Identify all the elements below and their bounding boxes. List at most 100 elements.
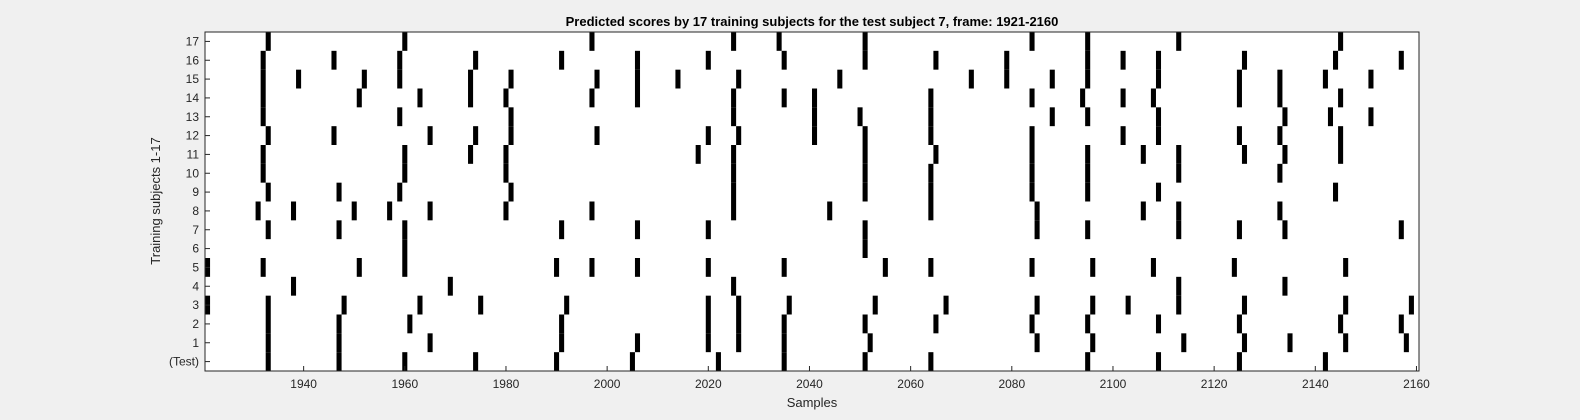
heatmap-cell	[1282, 220, 1288, 240]
heatmap-cell	[862, 352, 868, 371]
heatmap-cell	[1398, 220, 1404, 240]
heatmap-cell	[1398, 50, 1404, 70]
heatmap-cell	[1090, 258, 1096, 277]
heatmap-cell	[265, 220, 271, 240]
y-tick-label: (Test)	[169, 355, 199, 369]
heatmap-cell	[589, 88, 595, 108]
heatmap-cell	[781, 352, 787, 371]
heatmap-cell	[589, 258, 595, 277]
heatmap-cell	[731, 276, 737, 296]
heatmap-cell	[1241, 50, 1248, 70]
heatmap-cell	[260, 163, 266, 183]
heatmap-cell	[1287, 333, 1293, 353]
heatmap-cell	[1155, 314, 1162, 334]
y-tick-label: 6	[192, 242, 199, 256]
heatmap-cell	[1090, 333, 1096, 353]
heatmap-cell	[296, 69, 302, 89]
heatmap-cell	[862, 239, 868, 258]
heatmap-cell	[1085, 314, 1091, 334]
y-tick-label: 12	[186, 129, 200, 143]
heatmap-cell	[928, 88, 934, 108]
mark-layer	[205, 32, 1414, 371]
heatmap-cell	[1322, 352, 1328, 371]
heatmap-cell	[1368, 69, 1374, 89]
y-tick-label: 3	[192, 298, 199, 312]
heatmap-cell	[1236, 352, 1242, 371]
heatmap-cell	[731, 163, 737, 183]
heatmap-cell	[1029, 314, 1035, 334]
heatmap-cell	[473, 50, 479, 70]
heatmap-cell	[351, 201, 357, 221]
heatmap-cell	[356, 88, 362, 108]
x-tick-label: 1960	[391, 377, 418, 391]
heatmap-cell	[1085, 220, 1091, 240]
heatmap-cell	[1155, 126, 1162, 145]
plot-frame	[204, 31, 1420, 372]
heatmap-cell	[1049, 107, 1055, 127]
heatmap-cell	[336, 182, 342, 202]
heatmap-cell	[1176, 276, 1182, 296]
x-tick-label: 1980	[493, 377, 520, 391]
heatmap-cell	[503, 201, 509, 221]
heatmap-cell	[715, 352, 721, 371]
heatmap-cell	[1120, 88, 1126, 108]
heatmap-cell	[1004, 50, 1010, 70]
heatmap-cell	[781, 258, 787, 277]
heatmap-cell	[786, 295, 792, 315]
heatmap-cell	[1282, 107, 1288, 127]
heatmap-cell	[862, 145, 868, 164]
y-tick-label: 11	[187, 147, 200, 161]
y-tick-label: 14	[186, 91, 200, 105]
heatmap-cell	[265, 32, 271, 51]
y-tick-label: 5	[192, 260, 199, 274]
heatmap-cell	[634, 88, 641, 108]
heatmap-cell	[508, 107, 514, 127]
heatmap-cell	[1338, 88, 1344, 108]
heatmap-cell	[933, 145, 939, 164]
y-tick-label: 8	[192, 204, 199, 218]
heatmap-cell	[872, 295, 878, 315]
heatmap-cell	[336, 220, 342, 240]
heatmap-cell	[1085, 163, 1091, 183]
heatmap-cell	[336, 352, 342, 371]
heatmap-cell	[1150, 88, 1156, 108]
heatmap-cell	[1085, 352, 1091, 371]
heatmap-cell	[736, 314, 742, 334]
heatmap-cell	[589, 201, 595, 221]
heatmap-cell	[1085, 182, 1091, 202]
heatmap-cell	[1327, 107, 1334, 127]
heatmap-cell	[933, 50, 939, 70]
heatmap-cell	[356, 258, 362, 277]
heatmap-cell	[260, 107, 266, 127]
heatmap-cell	[1155, 107, 1162, 127]
heatmap-cell	[265, 295, 271, 315]
heatmap-cell	[1277, 201, 1283, 221]
heatmap-cell	[255, 201, 261, 221]
heatmap-cell	[402, 258, 408, 277]
x-axis: 1940 1960 1980 2000 2020 2040 2060 2080 2100 2120…	[290, 366, 1430, 391]
heatmap-cell	[564, 295, 570, 315]
heatmap-cell	[1029, 163, 1035, 183]
heatmap-cell	[1049, 69, 1055, 89]
heatmap-cell	[968, 69, 974, 89]
heatmap-cell	[554, 258, 560, 277]
x-axis-label: Samples	[787, 395, 838, 410]
y-tick-label: 1	[192, 336, 199, 350]
heatmap-cell	[1343, 295, 1349, 315]
heatmap-cell	[473, 126, 479, 145]
x-tick-label: 2060	[897, 377, 924, 391]
heatmap-cell	[705, 50, 711, 70]
heatmap-cell	[559, 314, 565, 334]
heatmap-cell	[1120, 50, 1126, 70]
heatmap-cell	[1176, 295, 1182, 315]
heatmap-cell	[933, 314, 939, 334]
heatmap-cell	[1034, 201, 1040, 221]
heatmap-cell	[503, 88, 509, 108]
heatmap-cell	[1338, 145, 1344, 164]
heatmap-cell	[1338, 126, 1344, 145]
heatmap-cell	[705, 220, 711, 240]
heatmap-cell	[594, 126, 600, 145]
heatmap-cell	[1277, 88, 1283, 108]
heatmap-cell	[1034, 333, 1040, 353]
